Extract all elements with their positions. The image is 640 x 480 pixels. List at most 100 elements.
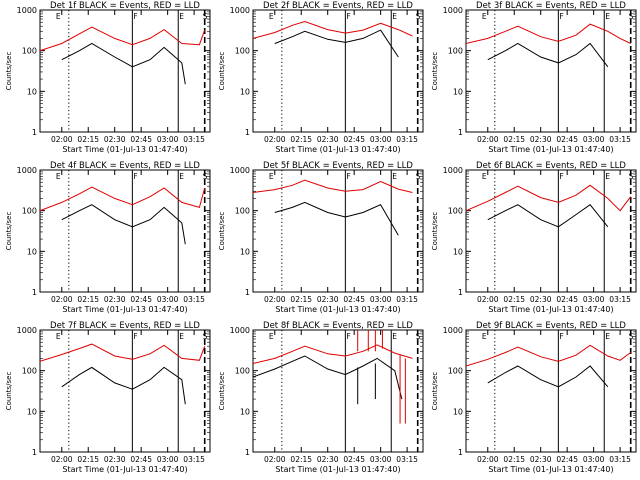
y-tick-label: 1000	[17, 6, 37, 15]
y-axis-label: Counts/sec	[5, 212, 13, 251]
x-tick-label: 03:00	[370, 295, 392, 304]
x-tick-label: 03:15	[609, 135, 631, 144]
chart-title: Det 5f BLACK = Events, RED = LLD	[263, 161, 413, 171]
x-tick-label: 02:00	[51, 295, 73, 304]
marker-letter: E	[392, 332, 397, 341]
plot-frame	[465, 169, 637, 293]
y-tick-label: 10	[240, 407, 250, 416]
marker-letter: E	[269, 332, 274, 341]
series-line-red	[253, 344, 413, 364]
x-tick-label: 02:45	[130, 135, 152, 144]
marker-letter: F	[133, 332, 137, 341]
x-axis-label: Start Time (01-Jul-13 01:47:40)	[488, 305, 613, 314]
panel-7: Det 7f BLACK = Events, RED = LLD 1 10 100 10…	[5, 321, 211, 474]
x-tick-label: 02:45	[343, 135, 365, 144]
chart-title: Det 6f BLACK = Events, RED = LLD	[476, 161, 626, 171]
y-tick-label: 10	[27, 407, 37, 416]
y-tick-label: 10	[453, 87, 463, 96]
plot-frame	[465, 9, 637, 133]
series-line-black	[61, 204, 186, 245]
x-tick-label: 02:30	[530, 135, 552, 144]
marker-letter: S	[416, 172, 421, 181]
marker-letter: E	[482, 12, 487, 21]
x-tick-label: 02:30	[104, 455, 126, 464]
y-tick-label: 1000	[443, 326, 463, 335]
series-line-black	[487, 42, 609, 68]
y-tick-label: 10	[240, 87, 250, 96]
y-tick-label: 100	[448, 367, 463, 376]
y-tick-label: 1000	[443, 166, 463, 175]
marker-letter: S	[203, 172, 208, 181]
x-axis-label: Start Time (01-Jul-13 01:47:40)	[275, 465, 400, 474]
series-line-red	[253, 179, 413, 193]
y-tick-label: 10	[453, 407, 463, 416]
marker-letter: F	[133, 12, 137, 21]
y-axis-label: Counts/sec	[431, 372, 439, 411]
y-axis-label: Counts/sec	[218, 52, 226, 91]
marker-letter: S	[629, 172, 634, 181]
x-tick-label: 02:30	[530, 455, 552, 464]
x-tick-label: 02:30	[104, 295, 126, 304]
x-tick-label: 02:45	[343, 295, 365, 304]
marker-letter: E	[269, 172, 274, 181]
x-tick-label: 03:15	[609, 455, 631, 464]
x-tick-label: 02:00	[477, 295, 499, 304]
x-tick-label: 03:15	[183, 295, 205, 304]
y-tick-label: 100	[235, 367, 250, 376]
y-axis-label: Counts/sec	[218, 212, 226, 251]
marker-letter: E	[605, 332, 610, 341]
panel-1: Det 1f BLACK = Events, RED = LLD 1 10 100 10…	[5, 1, 211, 154]
series-line-black	[61, 42, 186, 85]
x-tick-label: 02:15	[77, 455, 99, 464]
x-tick-label: 02:15	[290, 455, 312, 464]
plot-frame	[252, 329, 424, 453]
y-axis-label: Counts/sec	[5, 52, 13, 91]
y-tick-label: 100	[448, 207, 463, 216]
y-tick-label: 100	[22, 47, 37, 56]
x-axis-label: Start Time (01-Jul-13 01:47:40)	[62, 145, 187, 154]
x-tick-label: 02:00	[264, 455, 286, 464]
y-tick-label: 1000	[17, 326, 37, 335]
plot-area	[466, 170, 632, 292]
chart-title: Det 7f BLACK = Events, RED = LLD	[50, 321, 200, 331]
chart-title: Det 9f BLACK = Events, RED = LLD	[476, 321, 626, 331]
x-tick-label: 03:00	[157, 135, 179, 144]
y-tick-label: 1000	[230, 6, 250, 15]
y-axis-label: Counts/sec	[218, 372, 226, 411]
panel-8: Det 8f BLACK = Events, RED = LLD 1 10 100 10…	[218, 321, 424, 474]
x-tick-label: 02:00	[51, 135, 73, 144]
x-tick-label: 02:30	[317, 135, 339, 144]
y-tick-label: 10	[27, 87, 37, 96]
y-tick-label: 100	[22, 367, 37, 376]
plot-frame	[39, 329, 211, 453]
panel-5: Det 5f BLACK = Events, RED = LLD 1 10 100 10…	[218, 161, 424, 314]
series-line-black	[253, 355, 403, 400]
x-tick-label: 03:00	[157, 295, 179, 304]
y-tick-label: 1	[245, 128, 250, 137]
x-tick-label: 03:00	[370, 455, 392, 464]
panel-9: Det 9f BLACK = Events, RED = LLD 1 10 100 10…	[431, 321, 637, 474]
x-axis-label: Start Time (01-Jul-13 01:47:40)	[62, 305, 187, 314]
x-tick-label: 02:30	[530, 295, 552, 304]
marker-letter: E	[482, 332, 487, 341]
chart-title: Det 3f BLACK = Events, RED = LLD	[476, 1, 626, 11]
series-line-black	[274, 29, 399, 58]
x-tick-label: 02:00	[264, 295, 286, 304]
x-tick-label: 03:15	[609, 295, 631, 304]
series-line-red	[40, 26, 206, 52]
x-tick-label: 03:15	[183, 135, 205, 144]
y-axis-label: Counts/sec	[431, 52, 439, 91]
y-tick-label: 1	[32, 288, 37, 297]
x-tick-label: 02:00	[477, 135, 499, 144]
marker-letter: E	[392, 12, 397, 21]
marker-letter: F	[559, 172, 563, 181]
x-tick-label: 02:45	[556, 455, 578, 464]
plot-area	[253, 330, 419, 452]
marker-letter: F	[346, 12, 350, 21]
series-line-red	[40, 186, 206, 212]
marker-letter: F	[346, 172, 350, 181]
x-tick-label: 02:45	[130, 455, 152, 464]
x-tick-label: 03:00	[583, 455, 605, 464]
y-tick-label: 1	[245, 288, 250, 297]
x-axis-label: Start Time (01-Jul-13 01:47:40)	[62, 465, 187, 474]
